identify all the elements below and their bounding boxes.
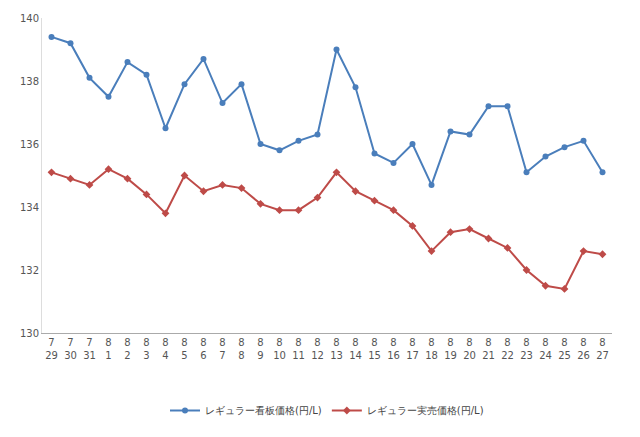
svg-text:140: 140 — [20, 13, 39, 24]
svg-text:87: 87 — [219, 337, 225, 361]
svg-text:812: 812 — [311, 337, 324, 361]
svg-text:810: 810 — [273, 337, 286, 361]
svg-text:729: 729 — [45, 337, 58, 361]
svg-text:825: 825 — [558, 337, 571, 361]
svg-text:820: 820 — [463, 337, 476, 361]
svg-text:132: 132 — [20, 265, 39, 276]
svg-text:818: 818 — [425, 337, 438, 361]
svg-text:731: 731 — [83, 337, 96, 361]
svg-text:81: 81 — [105, 337, 111, 361]
svg-text:816: 816 — [387, 337, 400, 361]
svg-text:82: 82 — [124, 337, 130, 361]
svg-text:824: 824 — [539, 337, 552, 361]
svg-text:89: 89 — [257, 337, 263, 361]
svg-text:819: 819 — [444, 337, 457, 361]
svg-text:817: 817 — [406, 337, 419, 361]
svg-text:レギュラー実売価格(円/L): レギュラー実売価格(円/L) — [367, 405, 484, 416]
svg-text:823: 823 — [520, 337, 533, 361]
svg-text:83: 83 — [143, 337, 149, 361]
svg-text:827: 827 — [596, 337, 609, 361]
svg-text:レギュラー看板価格(円/L): レギュラー看板価格(円/L) — [205, 405, 322, 416]
svg-text:85: 85 — [181, 337, 187, 361]
svg-text:826: 826 — [577, 337, 590, 361]
svg-text:822: 822 — [501, 337, 514, 361]
svg-text:130: 130 — [20, 328, 39, 339]
svg-text:134: 134 — [20, 202, 39, 213]
svg-text:814: 814 — [349, 337, 362, 361]
svg-text:815: 815 — [368, 337, 381, 361]
svg-text:811: 811 — [292, 337, 305, 361]
svg-text:730: 730 — [64, 337, 77, 361]
svg-text:138: 138 — [20, 76, 39, 87]
svg-text:88: 88 — [238, 337, 244, 361]
svg-text:813: 813 — [330, 337, 343, 361]
svg-text:136: 136 — [20, 139, 39, 150]
svg-text:821: 821 — [482, 337, 495, 361]
svg-text:84: 84 — [162, 337, 168, 361]
svg-text:86: 86 — [200, 337, 206, 361]
